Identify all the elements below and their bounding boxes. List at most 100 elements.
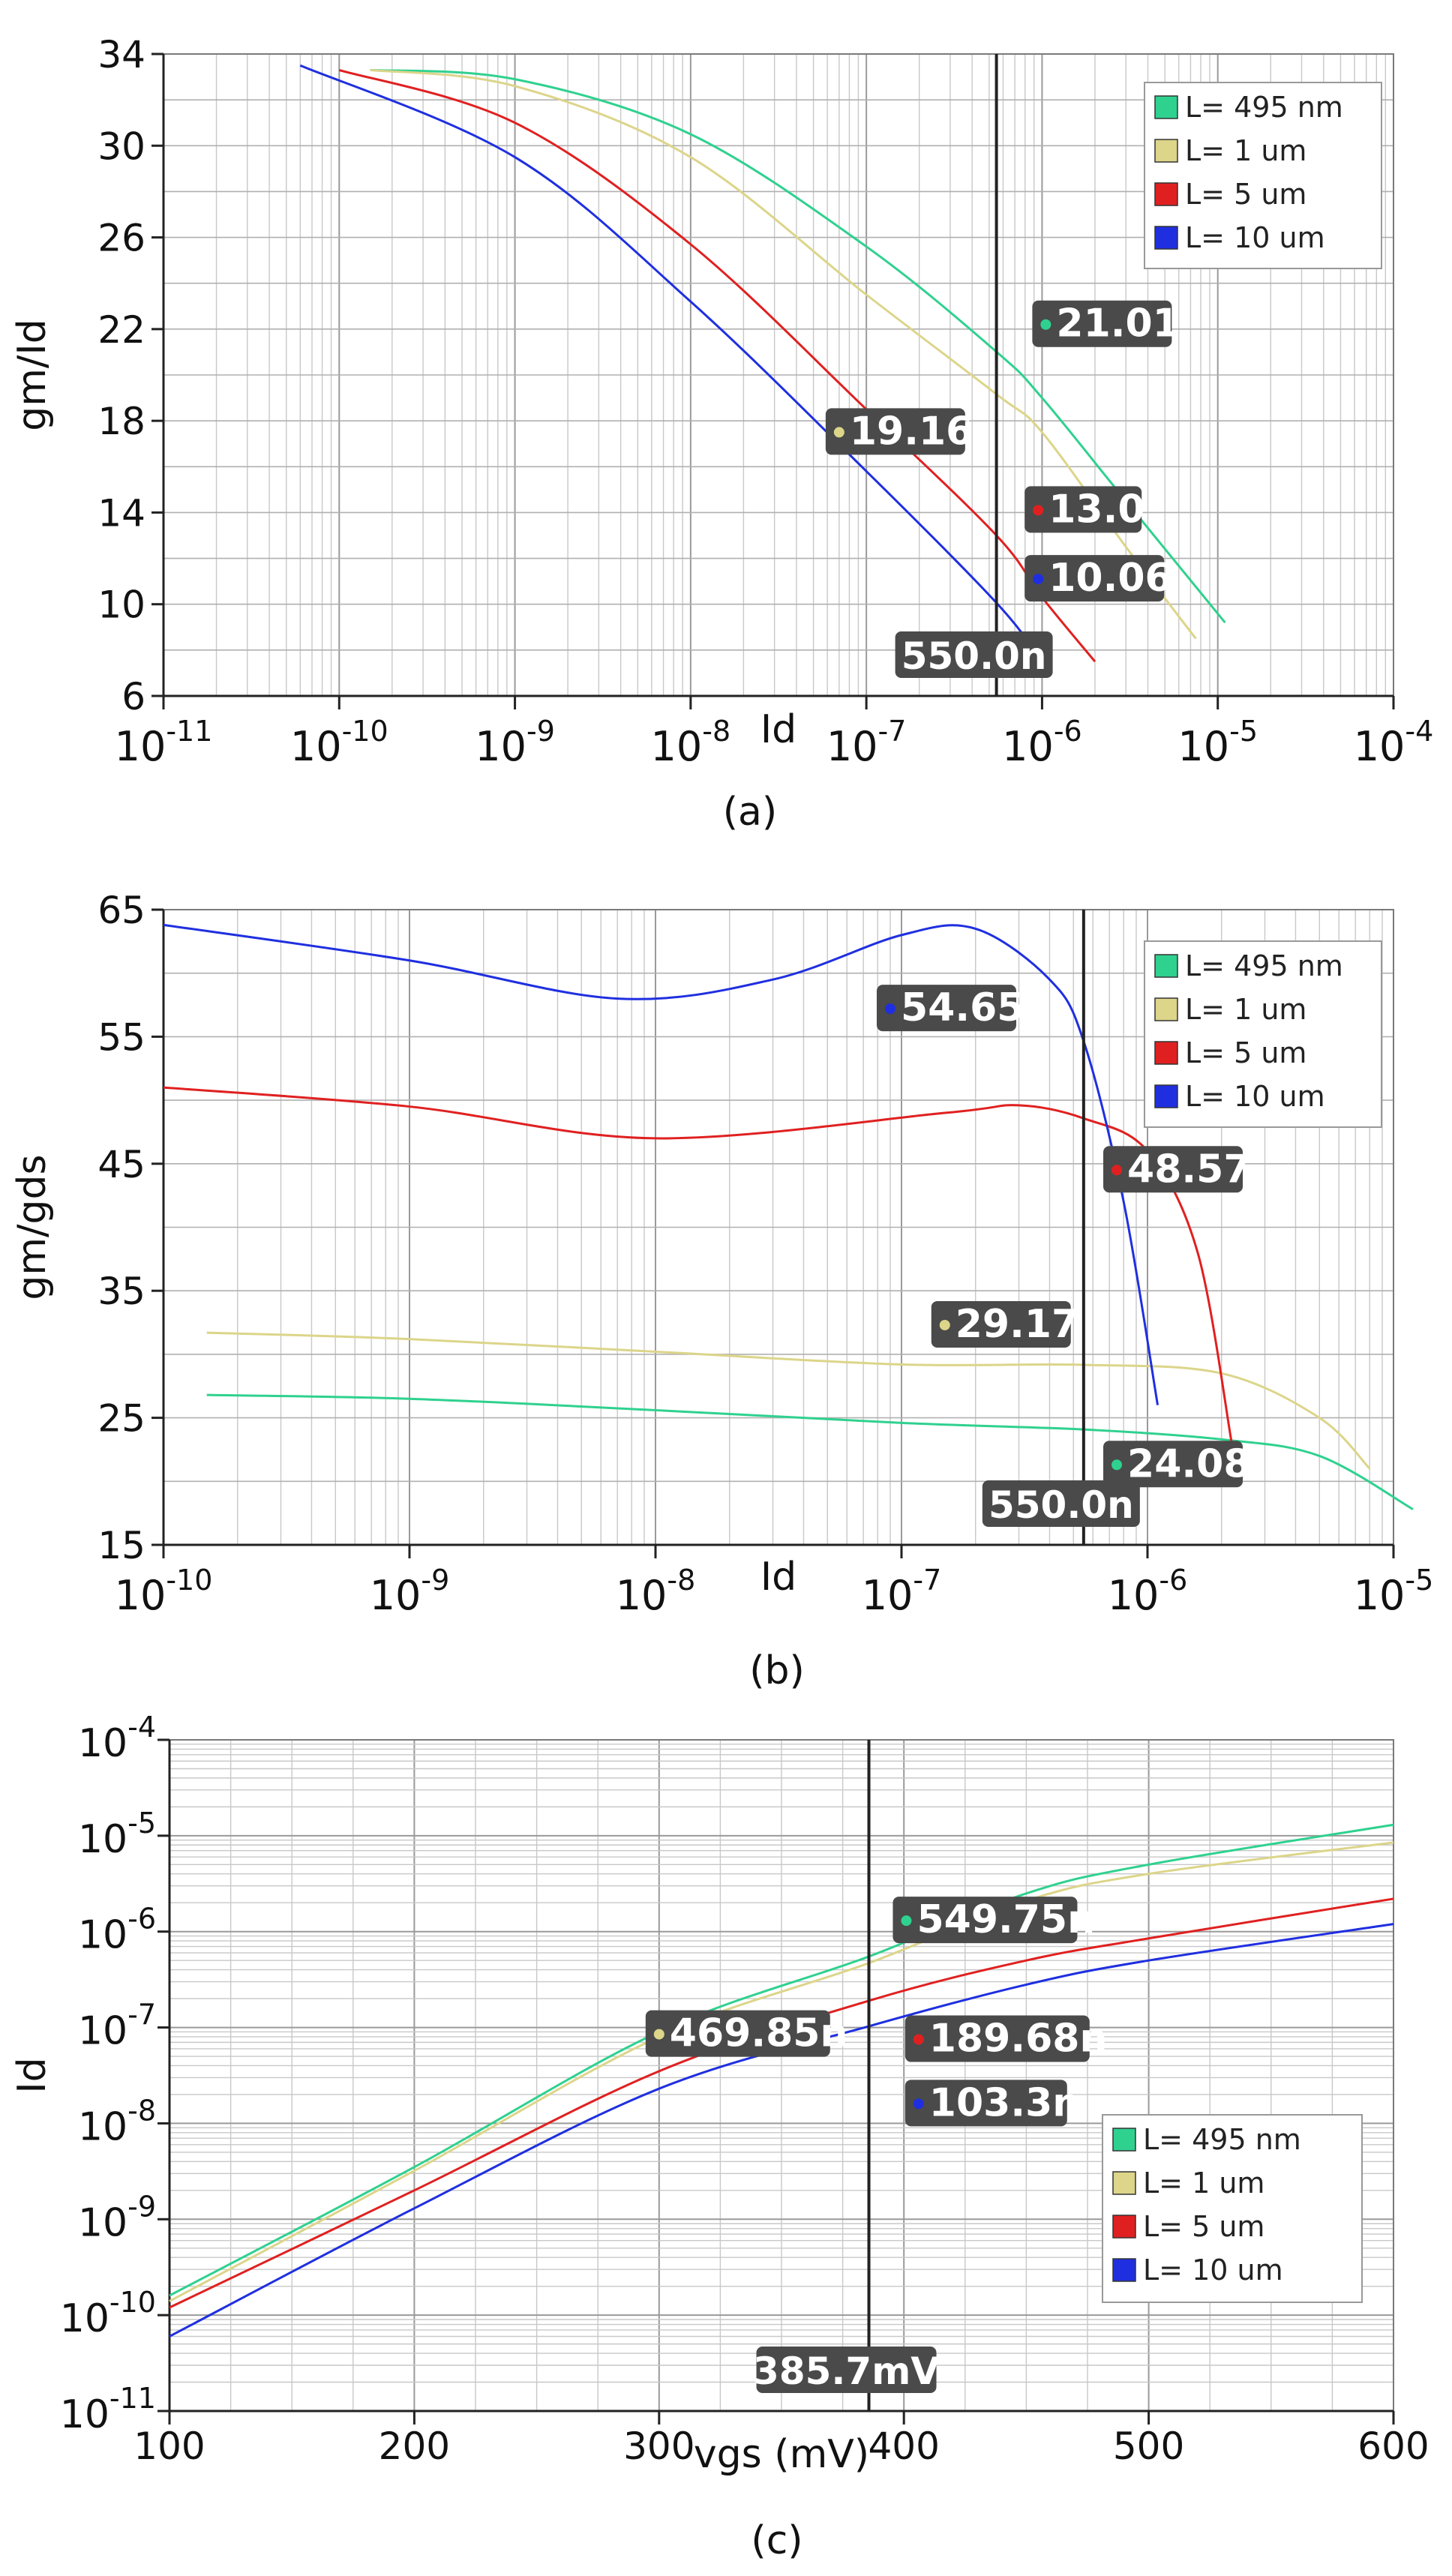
y-tick-label: 10-5 <box>78 1807 156 1862</box>
marker-dot <box>939 1319 950 1330</box>
marker-callout: 19.16 <box>825 408 973 455</box>
x-tick-label: 10-6 <box>1002 715 1082 770</box>
marker-label: 13.0 <box>1048 487 1144 532</box>
y-tick-label: 55 <box>98 1015 146 1059</box>
marker-label: 549.75n <box>916 1897 1095 1942</box>
marker-label: 24.08 <box>1127 1441 1250 1486</box>
y-tick-label: 45 <box>98 1143 146 1186</box>
cursor-label-box <box>982 1480 1140 1527</box>
marker-box <box>904 2015 1090 2062</box>
marker-box <box>876 985 1016 1032</box>
panel-caption: (a) <box>723 790 777 835</box>
y-axis-title: gm/gds <box>10 1154 55 1300</box>
marker-callout: 54.65 <box>876 985 1024 1032</box>
x-tick-label: 10-8 <box>651 715 731 770</box>
legend-swatch <box>1154 95 1178 119</box>
legend-label: L= 1 um <box>1143 2167 1264 2200</box>
marker-box <box>904 2080 1067 2127</box>
marker-label: 10.06 <box>1048 556 1172 601</box>
marker-callout: 29.17 <box>931 1300 1078 1348</box>
series-line-l-1-um <box>206 1331 1371 1470</box>
x-tick-label: 10-10 <box>115 1564 213 1619</box>
marker-callout: 48.57 <box>1103 1146 1251 1193</box>
legend-label: L= 495 nm <box>1143 2123 1301 2156</box>
legend-label: L= 1 um <box>1185 993 1306 1026</box>
legend-label: L= 10 um <box>1185 1080 1325 1113</box>
y-tick-label: 6 <box>122 675 146 718</box>
marker-label: 103.3n <box>929 2080 1081 2125</box>
x-tick-label: 10-10 <box>290 715 388 770</box>
legend-label: L= 495 nm <box>1185 949 1343 982</box>
x-axis-title: Id <box>760 1555 796 1600</box>
marker-callout: 189.68n <box>904 2015 1107 2062</box>
legend-swatch <box>1112 2215 1136 2239</box>
grid <box>169 1740 1394 2412</box>
legend-swatch <box>1112 2258 1136 2282</box>
y-tick-label: 10-8 <box>78 2094 156 2149</box>
marker-callout: 24.08 <box>1103 1441 1251 1488</box>
x-tick-label: 10-9 <box>475 715 555 770</box>
marker-dot <box>913 2034 924 2045</box>
cursor-label: 550.0n <box>902 634 1047 678</box>
x-tick-label: 400 <box>868 2425 939 2468</box>
x-tick-label: 10-5 <box>1178 715 1258 770</box>
marker-box <box>645 2010 830 2057</box>
legend-swatch <box>1112 2128 1136 2152</box>
marker-label: 21.01 <box>1056 301 1179 346</box>
series-line-l-495-nm <box>169 1823 1394 2297</box>
y-tick-label: 34 <box>98 33 146 76</box>
marker-box <box>1024 486 1142 533</box>
legend-swatch <box>1154 1041 1178 1065</box>
legend-box <box>1144 940 1382 1128</box>
y-tick-label: 30 <box>98 124 146 168</box>
grid <box>163 909 1394 1546</box>
y-tick-label: 14 <box>98 491 146 535</box>
legend-label: L= 495 nm <box>1185 91 1343 124</box>
x-tick-label: 10-7 <box>826 715 907 770</box>
marker-box <box>1024 555 1165 602</box>
legend-swatch <box>1154 954 1178 978</box>
x-tick-label: 10-4 <box>1354 715 1434 770</box>
marker-label: 19.16 <box>850 409 973 454</box>
panel-caption: (b) <box>749 1648 805 1693</box>
legend-label: L= 5 um <box>1185 178 1306 211</box>
marker-box <box>1032 300 1172 347</box>
marker-dot <box>1040 319 1052 330</box>
y-tick-label: 22 <box>98 308 146 352</box>
marker-dot <box>1033 574 1044 585</box>
cursor-label: 385.7mV <box>753 2350 940 2393</box>
x-tick-label: 10-7 <box>862 1564 942 1619</box>
series-line-l-10-um <box>299 64 1043 663</box>
marker-box <box>825 408 965 455</box>
marker-callout: 10.06 <box>1024 555 1172 602</box>
marker-box <box>892 1897 1078 1944</box>
cursor-label: 550.0n <box>988 1483 1134 1527</box>
legend-swatch <box>1154 1084 1178 1108</box>
legend-swatch <box>1154 182 1178 206</box>
chart-b: 10-10 10-9 10-8 10-7 10-6 10-5 15 25 35 45 55 65 Id g… <box>10 889 1433 1693</box>
chart-a: 10-11 10-10 10-9 10-8 10-7 10-6 10-5 10-4 6 10 14 1… <box>10 33 1433 835</box>
legend: L= 495 nm L= 1 um L= 5 um L= 10 um <box>1144 940 1382 1128</box>
series-line-l-1-um <box>169 1841 1394 2302</box>
series-line-l-495-nm <box>206 1393 1414 1510</box>
marker-dot <box>1112 1459 1123 1471</box>
marker-dot <box>1112 1165 1123 1176</box>
y-tick-label: 35 <box>98 1270 146 1313</box>
x-tick-label: 10-5 <box>1354 1564 1434 1619</box>
y-tick-label: 10-9 <box>78 2190 156 2245</box>
legend-box <box>1144 82 1382 269</box>
x-tick-label: 600 <box>1358 2425 1429 2468</box>
cursor-label-box <box>756 2347 937 2393</box>
legend-label: L= 1 um <box>1185 134 1306 167</box>
marker-label: 54.65 <box>901 985 1024 1030</box>
y-axis-title: gm/Id <box>10 319 55 431</box>
marker-callout: 469.85n <box>645 2010 848 2057</box>
y-tick-label: 65 <box>98 889 146 932</box>
x-tick-label: 10-6 <box>1108 1564 1188 1619</box>
cursor-label-box <box>895 631 1053 678</box>
marker-label: 48.57 <box>1127 1147 1250 1192</box>
legend: L= 495 nm L= 1 um L= 5 um L= 10 um <box>1144 82 1382 269</box>
y-tick-label: 10-6 <box>78 1903 156 1958</box>
marker-callout: 549.75n <box>892 1897 1095 1944</box>
